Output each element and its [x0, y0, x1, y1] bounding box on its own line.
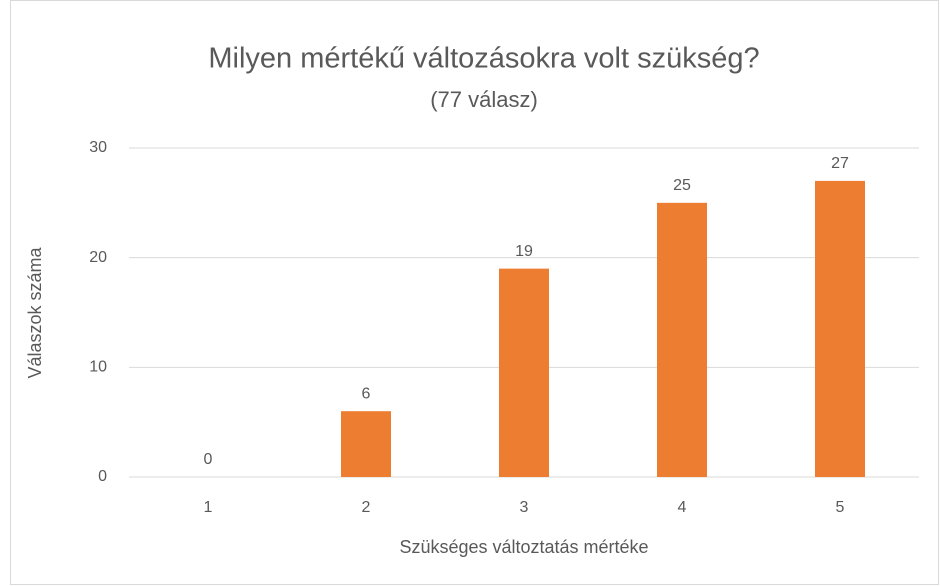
bar — [657, 202, 707, 478]
x-tick-label: 2 — [362, 499, 371, 516]
chart-subtitle: (77 válasz) — [430, 87, 538, 112]
y-tick-label: 10 — [89, 359, 107, 376]
bar — [499, 268, 549, 477]
data-label: 0 — [204, 451, 213, 468]
x-tick-label: 5 — [836, 499, 845, 516]
chart-title: Milyen mértékű változásokra volt szükség… — [208, 43, 759, 75]
x-tick-label: 1 — [204, 499, 213, 516]
chart-frame — [10, 0, 939, 585]
x-tick-label: 4 — [678, 499, 687, 516]
data-label: 19 — [515, 243, 533, 260]
y-tick-label: 30 — [89, 139, 107, 156]
x-tick-label: 3 — [520, 499, 529, 516]
y-tick-label: 0 — [98, 468, 107, 485]
data-label: 25 — [673, 177, 691, 194]
bar — [341, 411, 391, 477]
y-axis-label: Válaszok száma — [25, 246, 45, 378]
y-tick-label: 20 — [89, 249, 107, 266]
bar — [815, 180, 865, 477]
data-label: 6 — [362, 385, 371, 402]
x-axis-label: Szükséges változtatás mértéke — [399, 537, 648, 557]
data-label: 27 — [831, 155, 849, 172]
